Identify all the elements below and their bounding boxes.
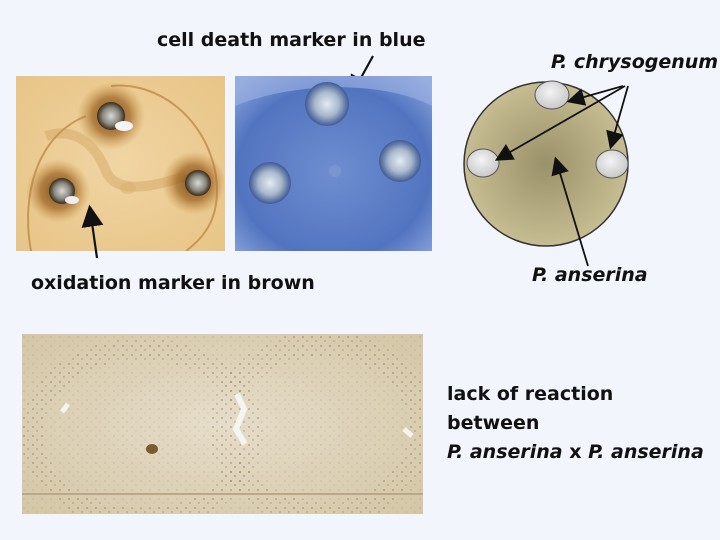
caption-cross: x [562,441,589,463]
colony-right [595,149,629,179]
cell-death-plate-photo [235,76,432,251]
caption-species-b: P. anserina [588,441,704,463]
self-pairing-plate-photo [22,334,423,514]
colony-top [534,80,570,110]
colony-left [466,148,500,178]
oxidation-label: oxidation marker in brown [31,272,315,294]
caption-line-2: between [447,412,540,434]
chrysogenum-label: P. chrysogenum [551,51,719,73]
confrontation-plate-diagram [463,80,629,267]
oxidation-arrow-icon [81,204,104,259]
oxidation-plate-photo [16,76,225,251]
no-reaction-caption: lack of reaction between P. anserina x P… [447,380,704,467]
caption-line-3: P. anserina x P. anserina [447,438,704,467]
caption-species-a: P. anserina [447,441,563,463]
anserina-label: P. anserina [532,264,648,286]
caption-line-1: lack of reaction [447,383,614,405]
cell-death-label: cell death marker in blue [157,29,426,51]
